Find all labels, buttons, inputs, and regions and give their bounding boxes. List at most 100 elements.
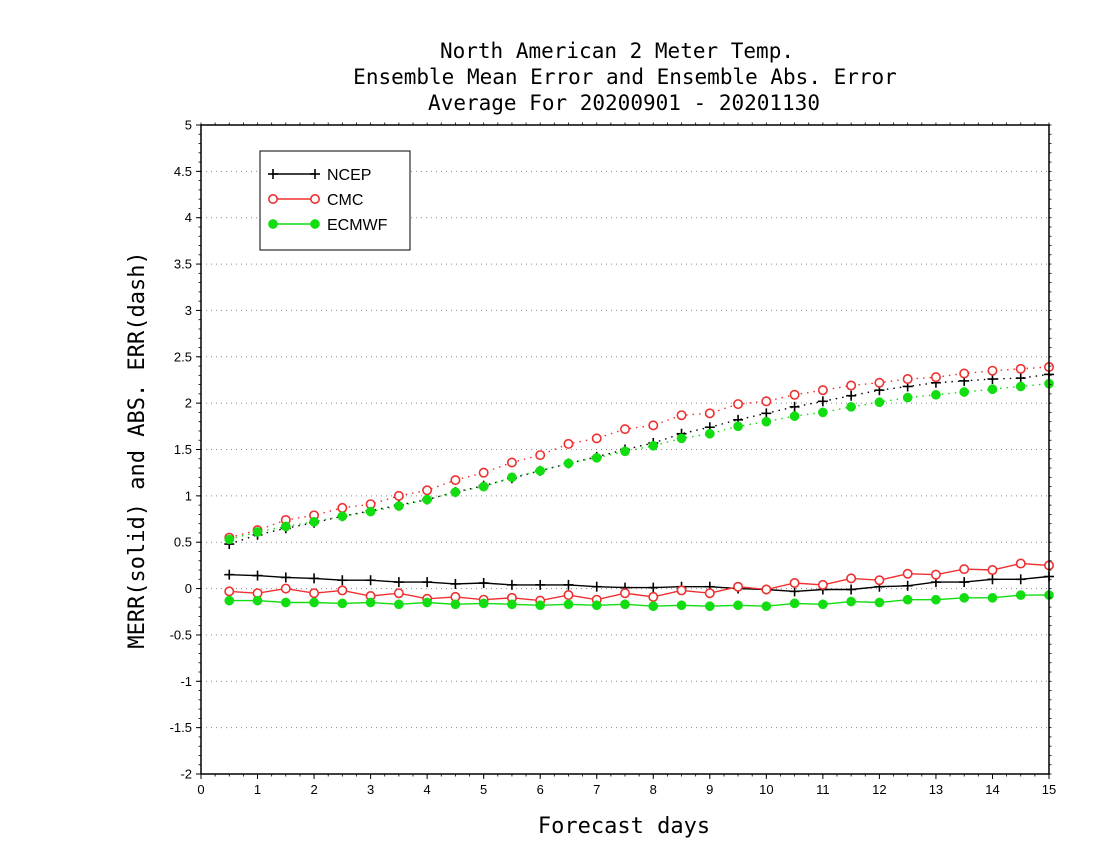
ecmwf-merr-point xyxy=(507,599,517,610)
cmc-merr-point xyxy=(902,568,913,579)
cmc-abs-err-point xyxy=(987,365,998,376)
ecmwf-merr-point xyxy=(337,598,348,609)
axis-ticks: -2-1.5-1-0.500.511.522.533.544.550 1 2 3 4 5 6… xyxy=(170,118,1057,798)
cmc-abs-err-point xyxy=(648,420,659,431)
ecmwf-merr-point xyxy=(902,594,913,605)
x-tick-label: 15 xyxy=(1042,782,1056,797)
ecmwf-merr-point xyxy=(987,592,998,603)
ecmwf-abs-err-point xyxy=(1015,381,1026,392)
ecmwf-abs-err-point xyxy=(450,487,461,497)
ncep-merr-point xyxy=(648,582,659,593)
x-tick-label: 13 xyxy=(929,782,943,797)
legend-marker-start-ncep xyxy=(268,169,278,179)
ecmwf-merr-point xyxy=(931,594,941,605)
y-tick-label: 3.5 xyxy=(174,257,192,272)
ecmwf-abs-err-point xyxy=(761,416,772,427)
ncep-abs-err-point xyxy=(987,374,998,385)
cmc-merr-point xyxy=(309,588,320,599)
ecmwf-merr-point xyxy=(846,596,856,607)
cmc-abs-err-point xyxy=(733,399,744,410)
title-line-2: Ensemble Mean Error and Ensemble Abs. Er… xyxy=(353,65,897,89)
ecmwf-merr-point xyxy=(309,597,319,608)
cmc-abs-err-point xyxy=(817,385,828,396)
ecmwf-merr-point xyxy=(704,601,715,612)
x-tick-label: 12 xyxy=(872,782,886,797)
ecmwf-abs-err-point xyxy=(478,481,489,492)
x-tick-label: 5 xyxy=(480,782,487,797)
ecmwf-abs-err-point xyxy=(959,387,970,397)
cmc-merr-point xyxy=(280,583,291,594)
legend-marker-end-cmc xyxy=(309,194,320,205)
ecmwf-merr-point xyxy=(874,597,885,608)
x-tick-label: 8 xyxy=(650,782,657,797)
y-tick-label: 3 xyxy=(185,303,192,318)
cmc-merr-point xyxy=(704,588,715,599)
ecmwf-abs-err-point xyxy=(535,465,546,476)
ncep-merr-point xyxy=(506,579,517,590)
ecmwf-abs-err-point xyxy=(563,458,574,469)
cmc-abs-err-point xyxy=(930,372,941,383)
ecmwf-abs-err-point xyxy=(931,389,941,400)
ecmwf-merr-point xyxy=(761,601,772,612)
cmc-merr-point xyxy=(930,569,941,580)
ecmwf-merr-point xyxy=(733,600,743,611)
ecmwf-abs-err-point xyxy=(818,407,828,418)
cmc-abs-err-point xyxy=(337,502,348,513)
series-group xyxy=(224,361,1055,612)
ecmwf-abs-err-point xyxy=(789,411,800,421)
ecmwf-merr-point xyxy=(818,599,828,610)
cmc-abs-err-point xyxy=(591,433,602,444)
ecmwf-abs-err-point xyxy=(648,440,659,451)
cmc-abs-err-point xyxy=(563,438,574,449)
ncep-merr-point xyxy=(224,569,235,580)
ecmwf-merr-point xyxy=(648,601,659,612)
cmc-abs-err-point xyxy=(393,490,404,501)
y-tick-label: 2.5 xyxy=(174,349,192,364)
cmc-merr-point xyxy=(224,586,235,597)
ecmwf-merr-point xyxy=(394,599,404,610)
y-tick-label: -1 xyxy=(180,674,192,689)
ecmwf-merr-point xyxy=(535,600,546,611)
ecmwf-merr-line xyxy=(229,594,1049,607)
ncep-abs-err-point xyxy=(846,390,857,401)
ecmwf-abs-err-point xyxy=(422,494,432,505)
ecmwf-merr-point xyxy=(365,597,376,608)
ecmwf-abs-err-point xyxy=(337,511,348,522)
legend-label-ncep: NCEP xyxy=(327,167,371,184)
title-line-1: North American 2 Meter Temp. xyxy=(440,39,794,63)
cmc-merr-point xyxy=(676,585,687,596)
y-tick-label: 0.5 xyxy=(174,535,192,550)
ncep-merr-point xyxy=(309,573,320,584)
cmc-merr-point xyxy=(733,581,744,592)
cmc-merr-point xyxy=(563,590,574,601)
y-tick-label: 5 xyxy=(185,118,192,133)
cmc-abs-err-point xyxy=(874,377,885,388)
y-axis-label: MERR(solid) and ABS. ERR(dash) xyxy=(125,251,150,648)
ncep-merr-point xyxy=(563,579,574,590)
ecmwf-abs-err-point xyxy=(591,452,602,463)
ncep-merr-point xyxy=(337,575,348,586)
cmc-merr-point xyxy=(817,579,828,590)
cmc-merr-point xyxy=(874,575,885,586)
chart-title: North American 2 Meter Temp. Ensemble Me… xyxy=(353,39,897,115)
cmc-abs-err-point xyxy=(450,475,461,486)
ecmwf-abs-err-point xyxy=(280,521,291,532)
ecmwf-abs-err-point xyxy=(620,446,630,457)
ecmwf-abs-err-point xyxy=(394,501,404,511)
ecmwf-merr-point xyxy=(563,599,574,610)
cmc-abs-err-point xyxy=(478,467,489,478)
legend-label-ecmwf: ECMWF xyxy=(327,217,388,234)
ecmwf-abs-err-point xyxy=(874,397,885,408)
ncep-merr-point xyxy=(450,578,461,589)
ecmwf-abs-err-point xyxy=(252,527,263,537)
legend-marker-start-ecmwf xyxy=(268,219,278,229)
cmc-merr-point xyxy=(959,564,970,575)
ncep-merr-point xyxy=(1015,574,1026,585)
x-tick-label: 2 xyxy=(310,782,317,797)
series-ecmwf xyxy=(224,378,1054,612)
cmc-merr-point xyxy=(619,588,630,599)
ecmwf-merr-point xyxy=(422,597,432,608)
cmc-abs-err-point xyxy=(704,408,715,419)
y-tick-label: 1.5 xyxy=(174,442,192,457)
